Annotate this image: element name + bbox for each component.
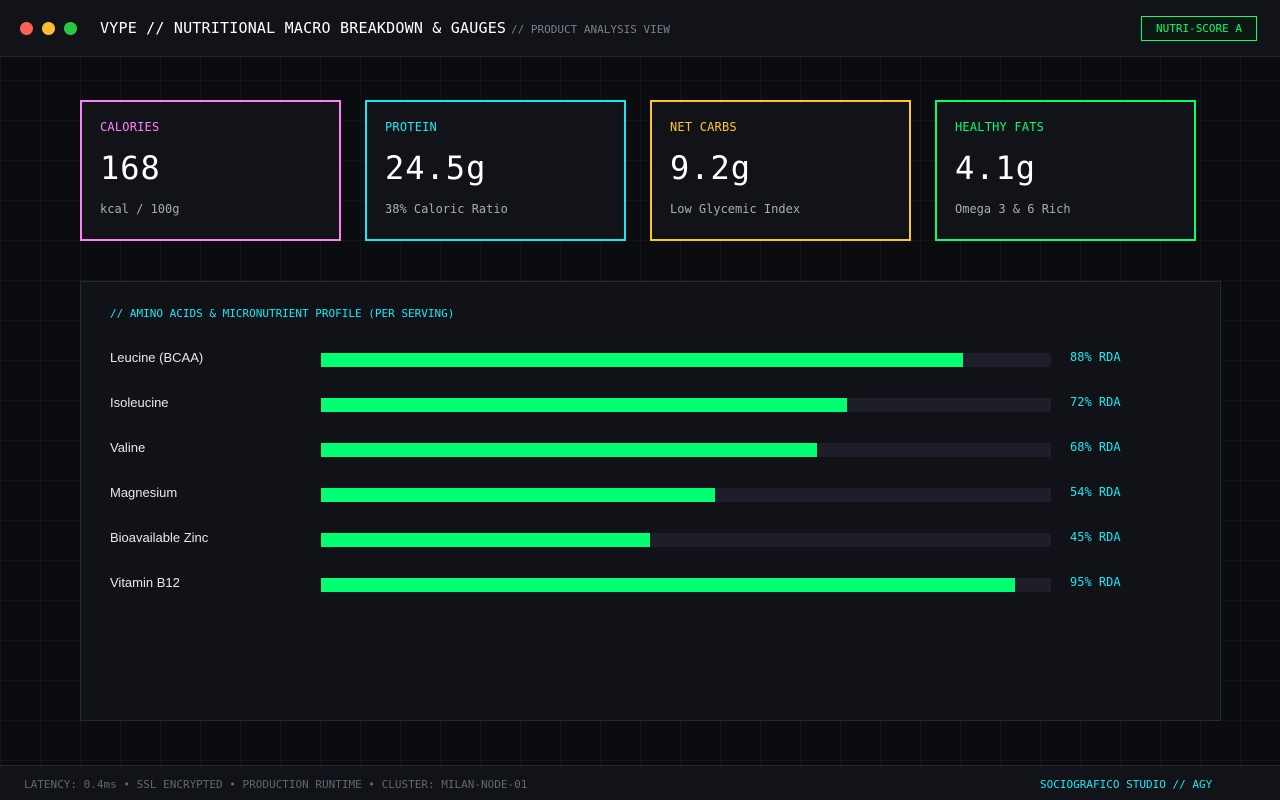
nutrient-bar-track (321, 443, 1051, 457)
net-carbs-label: NET CARBS (670, 120, 737, 134)
window-titlebar: VYPE // NUTRITIONAL MACRO BREAKDOWN & GA… (0, 0, 1280, 57)
nutrient-row-leucine: Leucine (BCAA) 88% RDA (110, 348, 1170, 372)
healthy-fats-label: HEALTHY FATS (955, 120, 1045, 134)
healthy-fats-value: 4.1g (955, 149, 1037, 187)
nutrient-name: Valine (110, 440, 146, 455)
minimize-icon[interactable] (42, 22, 55, 35)
nutrient-bar-fill (321, 353, 964, 367)
nutrient-bar-track (321, 533, 1051, 547)
nutrient-row-isoleucine: Isoleucine 72% RDA (110, 393, 1170, 417)
status-footer: LATENCY: 0.4ms • SSL ENCRYPTED • PRODUCT… (0, 765, 1280, 800)
nutrient-bar-fill (321, 578, 1015, 592)
nutrient-rda-value: 68% RDA (1070, 440, 1121, 454)
net-carbs-note: Low Glycemic Index (670, 202, 801, 216)
nutrient-rda-value: 72% RDA (1070, 395, 1121, 409)
nutrient-rda-value: 95% RDA (1070, 575, 1121, 589)
footer-credit: SOCIOGRAFICO STUDIO // AGY (1040, 778, 1213, 791)
nutrient-bar-fill (321, 398, 847, 412)
nutrient-name: Isoleucine (110, 395, 169, 410)
calories-note: kcal / 100g (100, 202, 180, 216)
protein-card: PROTEIN 24.5g 38% Caloric Ratio (365, 100, 626, 241)
nutrient-name: Bioavailable Zinc (110, 530, 209, 545)
nutrient-name: Magnesium (110, 485, 178, 500)
footer-status: LATENCY: 0.4ms • SSL ENCRYPTED • PRODUCT… (24, 778, 528, 791)
calories-label: CALORIES (100, 120, 160, 134)
nutrient-bar-track (321, 353, 1051, 367)
calories-value: 168 (100, 149, 161, 187)
maximize-icon[interactable] (64, 22, 77, 35)
calories-card: CALORIES 168 kcal / 100g (80, 100, 341, 241)
net-carbs-card: NET CARBS 9.2g Low Glycemic Index (650, 100, 911, 241)
nutrient-bar-fill (321, 488, 716, 502)
nutrient-bar-fill (321, 443, 818, 457)
protein-value: 24.5g (385, 149, 487, 187)
nutrient-row-magnesium: Magnesium 54% RDA (110, 483, 1170, 507)
nutri-score-badge: NUTRI-SCORE A (1141, 16, 1257, 41)
close-icon[interactable] (20, 22, 33, 35)
nutrient-row-b12: Vitamin B12 95% RDA (110, 573, 1170, 597)
macro-cards: CALORIES 168 kcal / 100g PROTEIN 24.5g 3… (80, 100, 1196, 241)
nutrient-row-valine: Valine 68% RDA (110, 438, 1170, 462)
nutrient-rda-value: 45% RDA (1070, 530, 1121, 544)
protein-note: 38% Caloric Ratio (385, 202, 508, 216)
nutrient-rda-value: 88% RDA (1070, 350, 1121, 364)
nutrient-rda-value: 54% RDA (1070, 485, 1121, 499)
nutrient-row-zinc: Bioavailable Zinc 45% RDA (110, 528, 1170, 552)
nutrient-bar-track (321, 488, 1051, 502)
nutrient-name: Leucine (BCAA) (110, 350, 204, 365)
nutrient-bar-track (321, 578, 1051, 592)
nutrient-bar-track (321, 398, 1051, 412)
protein-label: PROTEIN (385, 120, 437, 134)
nutrient-name: Vitamin B12 (110, 575, 180, 590)
app-title: VYPE // NUTRITIONAL MACRO BREAKDOWN & GA… (100, 19, 507, 37)
healthy-fats-card: HEALTHY FATS 4.1g Omega 3 & 6 Rich (935, 100, 1196, 241)
nutrient-bar-fill (321, 533, 650, 547)
net-carbs-value: 9.2g (670, 149, 752, 187)
healthy-fats-note: Omega 3 & 6 Rich (955, 202, 1071, 216)
app-subtitle: // PRODUCT ANALYSIS VIEW (511, 23, 670, 36)
micronutrient-profile-panel: // AMINO ACIDS & MICRONUTRIENT PROFILE (… (80, 281, 1221, 721)
profile-title: // AMINO ACIDS & MICRONUTRIENT PROFILE (… (110, 307, 455, 320)
